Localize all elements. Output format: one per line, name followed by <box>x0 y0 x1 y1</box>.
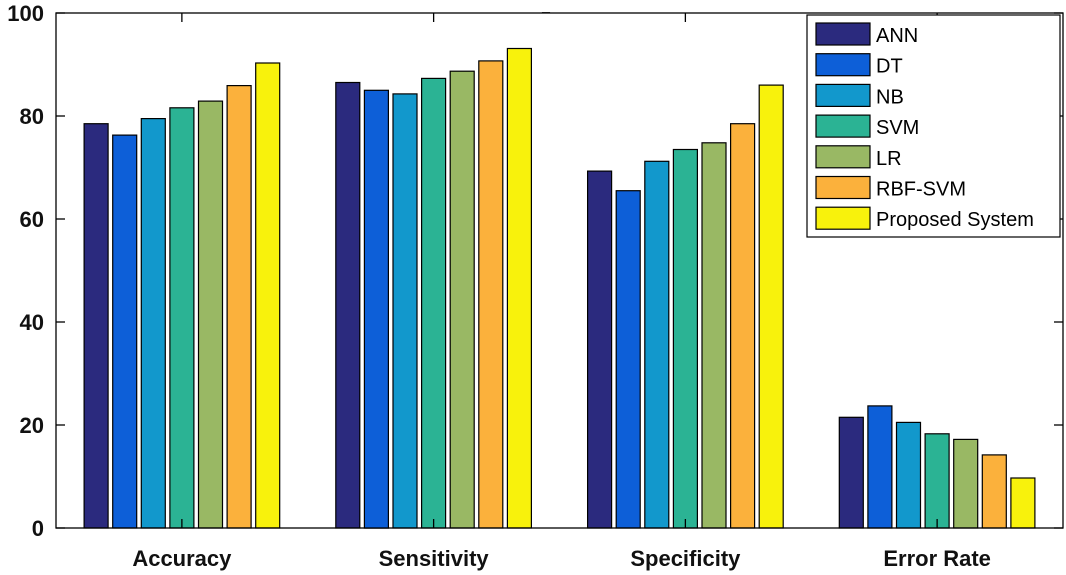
y-tick-label: 80 <box>20 104 44 129</box>
legend-swatch <box>815 206 871 230</box>
bar-specificity-svm <box>672 148 699 529</box>
legend-box <box>806 14 1061 238</box>
legend-label: ANN <box>876 25 918 47</box>
bar-error-rate-rbf-svm <box>981 454 1007 529</box>
y-tick-label: 20 <box>20 413 44 438</box>
bar-sensitivity-rbf-svm <box>478 60 504 529</box>
bar-accuracy-ann <box>83 123 109 529</box>
legend-label: SVM <box>876 117 919 139</box>
legend-label: Proposed System <box>876 209 1034 231</box>
legend-swatch <box>815 53 871 77</box>
legend: ANN DT NB SVM LR RBF-SVM Proposed System <box>806 14 1061 238</box>
bar-error-rate-svm <box>924 433 950 529</box>
bar-specificity-nb <box>644 160 670 529</box>
bar-specificity-proposed-system <box>758 84 784 529</box>
bar-error-rate-lr <box>953 438 979 529</box>
bar-accuracy-proposed-system <box>255 62 281 529</box>
bar-error-rate-ann <box>838 416 864 529</box>
legend-swatch <box>815 83 871 108</box>
legend-swatch <box>815 114 871 138</box>
legend-label: NB <box>876 86 904 108</box>
bar-sensitivity-svm <box>421 77 447 529</box>
x-category-label: Accuracy <box>132 546 232 571</box>
bar-sensitivity-ann <box>335 81 361 529</box>
bar-sensitivity-dt <box>363 89 389 529</box>
bar-sensitivity-lr <box>449 70 475 529</box>
legend-swatch <box>815 22 871 46</box>
bar-specificity-rbf-svm <box>729 123 756 529</box>
plot-frame <box>55 12 1064 529</box>
y-tick-label: 0 <box>32 516 44 541</box>
bar-specificity-ann <box>586 170 613 529</box>
y-tick-label: 40 <box>20 310 44 335</box>
x-category-label: Specificity <box>630 546 741 571</box>
y-tick-label: 60 <box>20 207 44 232</box>
legend-label: RBF-SVM <box>876 179 966 201</box>
x-category-label: Sensitivity <box>379 546 490 571</box>
bar-accuracy-svm <box>169 107 195 529</box>
y-tick-label: 100 <box>7 1 44 26</box>
bar-specificity-lr <box>701 142 727 529</box>
bar-accuracy-lr <box>197 100 224 529</box>
x-category-label: Error Rate <box>883 546 991 571</box>
bar-error-rate-proposed-system <box>1010 477 1036 529</box>
legend-swatch <box>815 175 871 200</box>
bar-accuracy-nb <box>140 117 166 529</box>
bars-group <box>83 47 1036 529</box>
bar-specificity-dt <box>615 190 641 529</box>
bar-sensitivity-nb <box>392 93 418 529</box>
bar-error-rate-dt <box>867 405 893 529</box>
bar-accuracy-dt <box>112 134 138 529</box>
legend-swatch <box>815 145 871 169</box>
bar-accuracy-rbf-svm <box>226 84 252 529</box>
legend-label: DT <box>876 56 903 78</box>
chart-title: _ <box>541 0 550 13</box>
bar-error-rate-nb <box>895 421 922 529</box>
bar-sensitivity-proposed-system <box>506 47 532 529</box>
legend-label: LR <box>876 148 902 170</box>
